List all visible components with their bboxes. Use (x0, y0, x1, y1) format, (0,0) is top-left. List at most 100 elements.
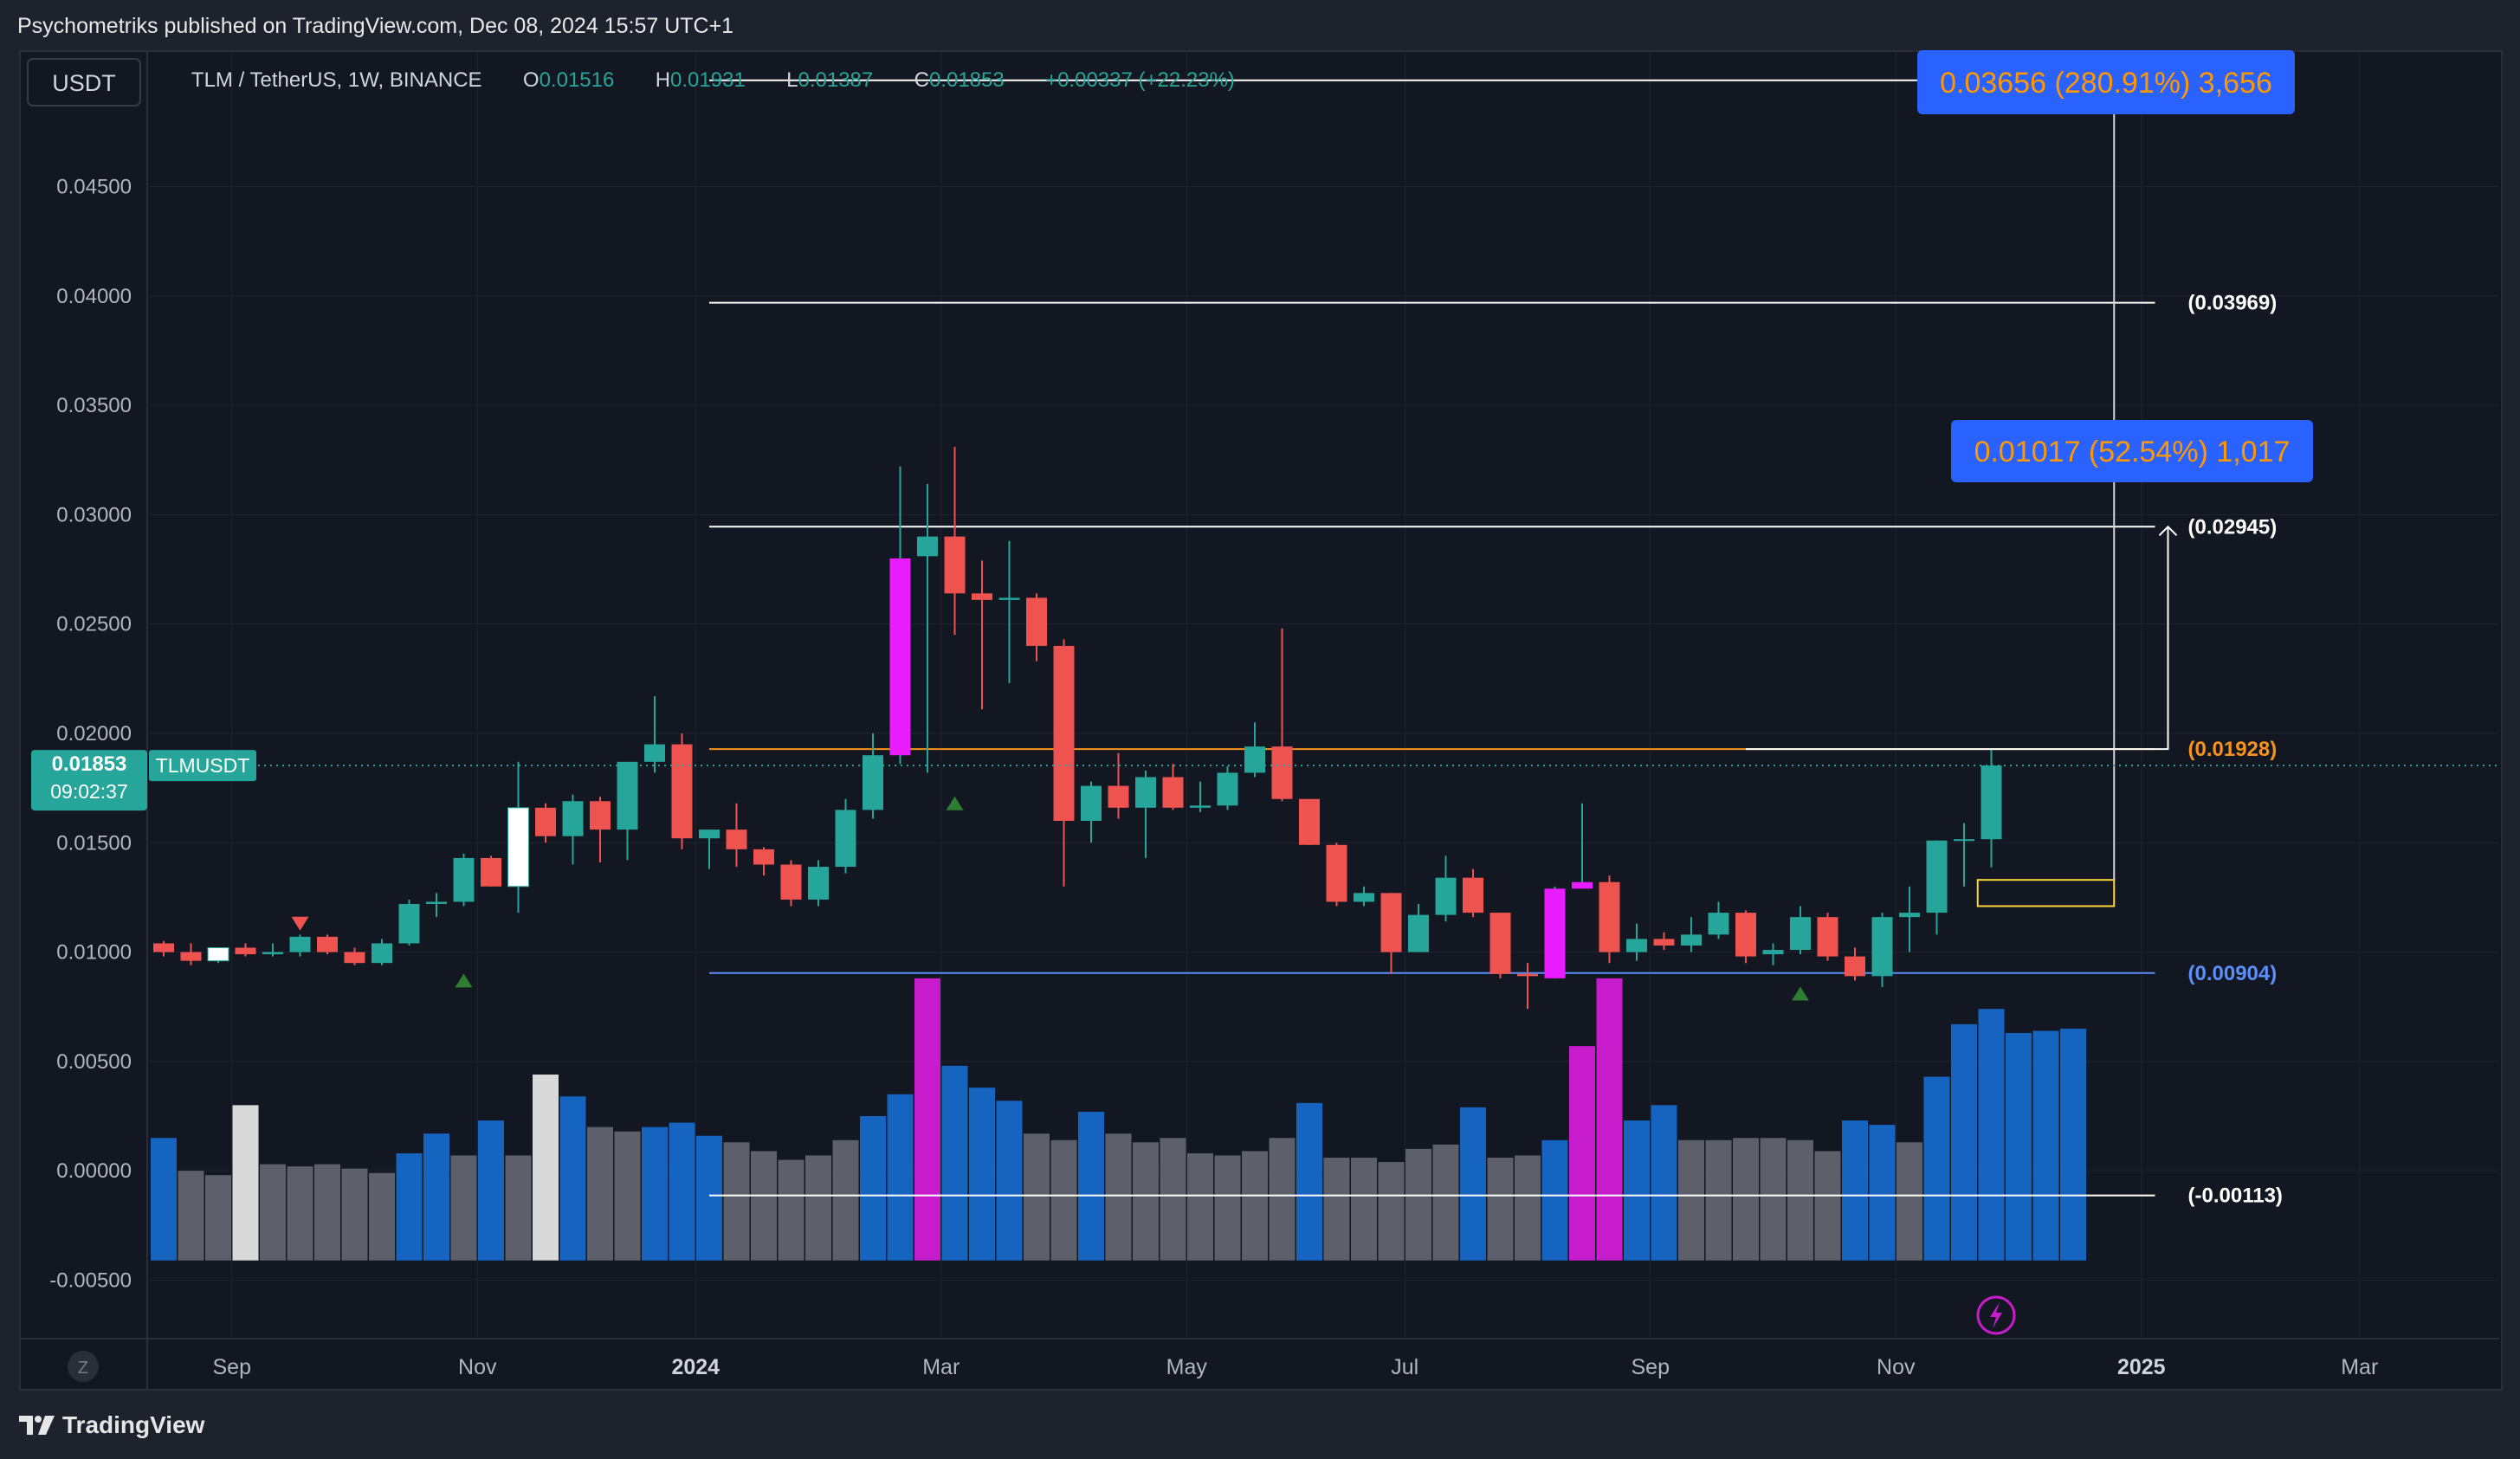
volume-bar (559, 1096, 586, 1261)
volume-bar (1105, 1133, 1132, 1261)
volume-bar (287, 1166, 313, 1261)
volume-bar (1133, 1142, 1159, 1261)
candle-body (1926, 840, 1948, 913)
volume-bar (914, 978, 940, 1261)
zone-rectangle[interactable] (1976, 879, 2116, 907)
volume-bar (396, 1152, 423, 1261)
volume-bar (1378, 1162, 1405, 1261)
candle-body (1708, 913, 1729, 935)
time-tick-label: Sep (1632, 1355, 1670, 1379)
lightning-icon[interactable] (1976, 1295, 2016, 1335)
legend-c-label: C (914, 68, 929, 92)
candle-body (1190, 805, 1211, 808)
buy-arrow (1792, 986, 1809, 1001)
currency-label: USDT (52, 70, 116, 96)
volume-bar (1787, 1139, 1813, 1261)
timezone-button[interactable]: Z (68, 1351, 99, 1382)
volume-bar (178, 1171, 204, 1261)
volume-bar (1351, 1157, 1377, 1261)
candle-body (1162, 777, 1184, 808)
volume-bar (151, 1138, 177, 1261)
candle-body (917, 536, 938, 557)
last-price-value: 0.01853 (52, 752, 127, 776)
volume-bar (941, 1065, 968, 1261)
time-tick-label: Mar (2341, 1355, 2378, 1379)
measure-line-2[interactable] (1746, 526, 2169, 751)
volume-bar (1460, 1107, 1486, 1261)
time-tick-label: Sep (213, 1355, 251, 1379)
volume-bar (751, 1151, 777, 1261)
measure-label-1: 0.03656 (280.91%) 3,656 (1940, 67, 2272, 100)
price-tick-label: 0.01000 (56, 941, 132, 965)
price-tick-label: 0.04000 (56, 285, 132, 308)
legend-l-value: 0.01387 (798, 68, 874, 92)
candle-body (372, 943, 392, 964)
candle-body (426, 901, 447, 904)
measure-tools[interactable]: 0.03656 (280.91%) 3,656 0.01017 (52.54%) … (1746, 50, 2313, 881)
candle-body (644, 744, 665, 762)
candle-body (1354, 893, 1374, 902)
time-tick-label: Nov (1877, 1355, 1916, 1379)
currency-button[interactable]: USDT (27, 58, 141, 107)
price-axis[interactable]: 0.04500 0.04000 0.03500 0.03000 0.02500 0.020… (49, 176, 132, 1293)
volume-bar (642, 1127, 668, 1261)
candle-body (863, 755, 883, 810)
price-axis-bg (21, 52, 145, 1337)
time-tick-label: May (1166, 1355, 1208, 1379)
tradingview-logo[interactable]: TradingView (19, 1408, 204, 1443)
measure-label-box[interactable] (1917, 50, 2295, 114)
candle-body (289, 936, 311, 952)
volume-bar (696, 1135, 722, 1261)
candle-body (1408, 914, 1429, 952)
time-tick-label: 2025 (2117, 1355, 2166, 1379)
price-tick-label: 0.02500 (56, 613, 132, 636)
volume-bar (996, 1101, 1023, 1261)
legend-c-value: 0.01853 (929, 68, 1005, 92)
time-tick-label: 2024 (671, 1355, 720, 1379)
candle-body (1053, 645, 1075, 821)
candle-body (1081, 785, 1102, 821)
candle-body (1762, 950, 1784, 955)
time-tick-label: Nov (458, 1355, 497, 1379)
candle-body (1790, 917, 1811, 951)
volume-bar (887, 1094, 914, 1261)
volume-bar (1705, 1139, 1732, 1261)
symbol-tag: TLMUSDT (156, 754, 250, 777)
candle-body (1108, 785, 1129, 808)
candle-body (1517, 973, 1538, 977)
price-tick-label: 0.03500 (56, 394, 132, 417)
candle-body (1463, 877, 1483, 913)
candle-body (1735, 913, 1756, 957)
volume-bar (1951, 1023, 1977, 1261)
candle-body (1026, 597, 1047, 646)
candle-body (1217, 772, 1238, 806)
candle-body (808, 867, 829, 900)
candle-body (207, 947, 229, 962)
time-axis[interactable]: Sep Nov 2024 Mar May Jul Sep Nov 2025 Mar (213, 1355, 2379, 1379)
volume-bar (1405, 1148, 1431, 1261)
time-tick-label: Mar (922, 1355, 960, 1379)
candle-body (1380, 893, 1402, 952)
measure-label-box[interactable] (1951, 420, 2313, 482)
volume-bar (1541, 1139, 1568, 1261)
candle-body (1599, 881, 1620, 952)
volume-bar (1733, 1138, 1759, 1261)
candle-body (1653, 939, 1675, 946)
volume-bar (1869, 1125, 1896, 1261)
volume-bar (1269, 1138, 1296, 1261)
price-tick-label: -0.00500 (49, 1269, 132, 1292)
volume-bar (533, 1075, 559, 1261)
volume-bar (1569, 1046, 1595, 1261)
candles (153, 447, 2002, 1010)
candle-body (944, 536, 966, 594)
candle-body (1271, 746, 1293, 799)
legend-line: TLM / TetherUS, 1W, BINANCE O0.01516 H0.… (163, 68, 1252, 92)
candle-body (1299, 798, 1320, 845)
volume-bar (1596, 978, 1623, 1261)
volume-bar (778, 1159, 804, 1261)
legend-h-label: H (656, 68, 670, 92)
last-price-tag: 0.01853 09:02:37 TLMUSDT (31, 750, 256, 811)
price-tick-label: 0.02000 (56, 722, 132, 746)
candle-body (1244, 746, 1265, 773)
